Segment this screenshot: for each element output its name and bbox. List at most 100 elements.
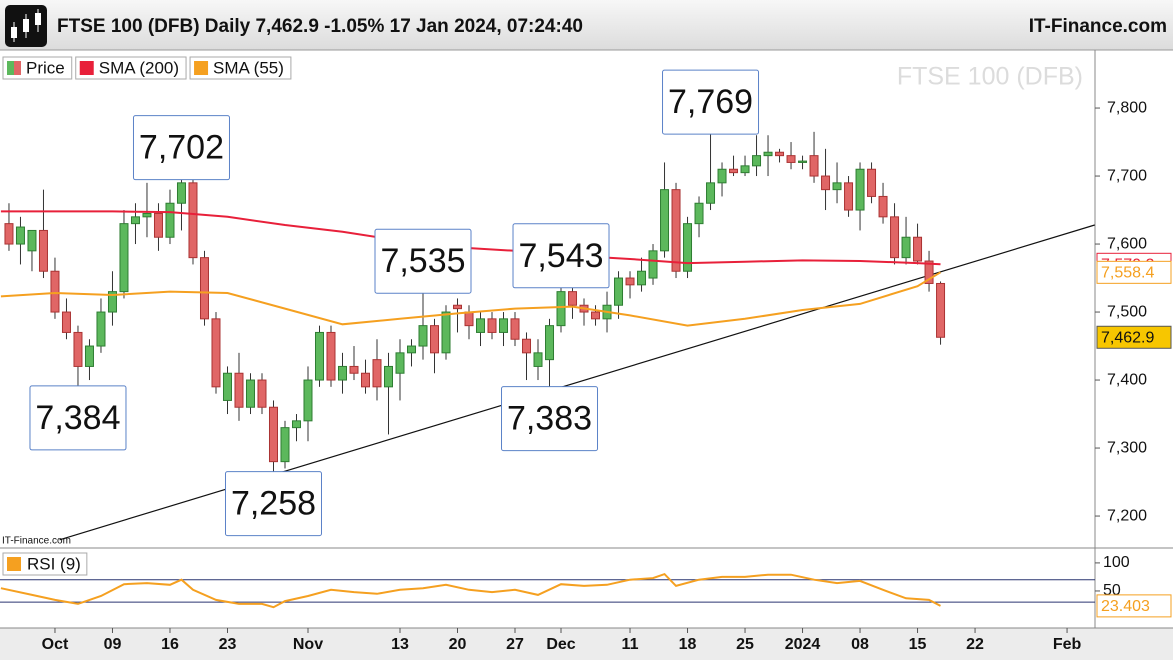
candle-body bbox=[717, 168, 727, 184]
x-tick-label: Oct bbox=[42, 636, 69, 653]
candle-body bbox=[130, 216, 140, 225]
price-tag-label: 23.403 bbox=[1101, 598, 1150, 615]
legend-swatch bbox=[7, 61, 14, 75]
candle-body bbox=[878, 195, 888, 218]
annotation-box bbox=[29, 385, 127, 451]
legend-label: RSI (9) bbox=[27, 554, 81, 573]
y-tick-label: 7,400 bbox=[1107, 371, 1147, 388]
y-tick-label: 7,700 bbox=[1107, 167, 1147, 184]
header-bar bbox=[0, 0, 1173, 50]
candle-body bbox=[499, 318, 509, 333]
candle-body bbox=[61, 311, 71, 333]
legend-item: Price bbox=[2, 56, 73, 80]
x-tick-label: Nov bbox=[293, 636, 323, 653]
candle-body bbox=[637, 270, 647, 286]
candle-body bbox=[614, 277, 624, 306]
app-icon bbox=[5, 5, 47, 47]
price-tag-label: 7,558.4 bbox=[1101, 265, 1154, 282]
candle-body bbox=[821, 175, 831, 191]
candle-body bbox=[430, 325, 440, 354]
candle-body bbox=[694, 202, 704, 225]
x-tick-label: 2024 bbox=[785, 636, 821, 653]
legend-label: Price bbox=[26, 58, 65, 77]
y-tick-label: 7,600 bbox=[1107, 235, 1147, 252]
candle-body bbox=[855, 168, 865, 211]
candle-body bbox=[648, 250, 658, 279]
candle-body bbox=[337, 365, 347, 381]
candle-body bbox=[545, 325, 555, 361]
candle-body bbox=[176, 182, 186, 204]
candle-body bbox=[38, 229, 48, 272]
x-tick-label: 13 bbox=[391, 636, 409, 653]
annotation-box bbox=[501, 386, 599, 452]
annotation-box bbox=[224, 471, 322, 537]
legend-box bbox=[189, 56, 292, 80]
annotation-label: 7,383 bbox=[507, 400, 592, 438]
indicator-line bbox=[0, 572, 941, 609]
candle-body bbox=[234, 372, 244, 408]
candle-body bbox=[798, 160, 808, 163]
legend-swatch bbox=[7, 557, 21, 571]
legend-item: SMA (200) bbox=[75, 56, 187, 80]
candle-body bbox=[372, 359, 382, 388]
candle-body bbox=[4, 223, 14, 245]
candle-body bbox=[303, 379, 313, 422]
candle-body bbox=[142, 212, 152, 218]
candle-body bbox=[625, 277, 635, 286]
x-tick-label: Dec bbox=[546, 636, 575, 653]
candle-body bbox=[660, 189, 670, 252]
x-tick-label: Feb bbox=[1053, 636, 1082, 653]
candle-body bbox=[165, 202, 175, 238]
candle-body bbox=[740, 165, 750, 174]
candle-body bbox=[752, 155, 762, 167]
candle-body bbox=[349, 365, 359, 374]
x-axis-panel bbox=[0, 628, 1173, 660]
indicator-line bbox=[0, 210, 941, 266]
x-tick-label: 25 bbox=[736, 636, 754, 653]
x-tick-label: 15 bbox=[909, 636, 927, 653]
candle-body bbox=[73, 331, 83, 367]
candle-body bbox=[314, 331, 324, 381]
candle-body bbox=[326, 331, 336, 381]
legend-swatch bbox=[194, 61, 209, 75]
candle-body bbox=[476, 318, 486, 333]
candle-body bbox=[107, 291, 117, 313]
annotation-label: 7,702 bbox=[139, 129, 224, 167]
x-tick-label: 22 bbox=[966, 636, 984, 653]
x-tick-label: 16 bbox=[161, 636, 179, 653]
candle-body bbox=[245, 379, 255, 408]
candle-body bbox=[96, 311, 106, 347]
legend-box bbox=[75, 56, 187, 80]
candle-body bbox=[568, 291, 578, 306]
candle-body bbox=[384, 365, 394, 388]
annotation-box bbox=[132, 115, 230, 181]
annotation-label: 7,258 bbox=[231, 485, 316, 523]
candle-body bbox=[280, 427, 290, 463]
x-tick-label: 08 bbox=[851, 636, 869, 653]
legend-box bbox=[2, 552, 88, 576]
candle-body bbox=[50, 270, 60, 313]
price-tag bbox=[1096, 325, 1172, 349]
x-tick-label: 11 bbox=[622, 636, 639, 653]
y-tick-label: 7,300 bbox=[1107, 439, 1147, 456]
candle-body bbox=[936, 282, 946, 338]
candle-body bbox=[84, 345, 94, 367]
candle-body bbox=[775, 151, 785, 157]
candle-body bbox=[844, 182, 854, 211]
price-tag bbox=[1096, 594, 1172, 618]
candle-body bbox=[706, 182, 716, 204]
legend-label: SMA (55) bbox=[213, 58, 284, 77]
candle-body bbox=[153, 212, 163, 238]
chart-title: FTSE 100 (DFB) Daily 7,462.9 -1.05% 17 J… bbox=[57, 16, 583, 37]
candle-body bbox=[257, 379, 267, 408]
candle-body bbox=[671, 189, 681, 272]
watermark: FTSE 100 (DFB) bbox=[897, 63, 1083, 91]
x-tick-label: 09 bbox=[104, 636, 122, 653]
candle-body bbox=[763, 151, 773, 157]
price-tag-label: 7,462.9 bbox=[1101, 329, 1154, 346]
indicator-line bbox=[0, 271, 942, 327]
annotation-label: 7,384 bbox=[35, 399, 120, 437]
candle-body bbox=[188, 182, 198, 259]
candle-body bbox=[199, 257, 209, 320]
